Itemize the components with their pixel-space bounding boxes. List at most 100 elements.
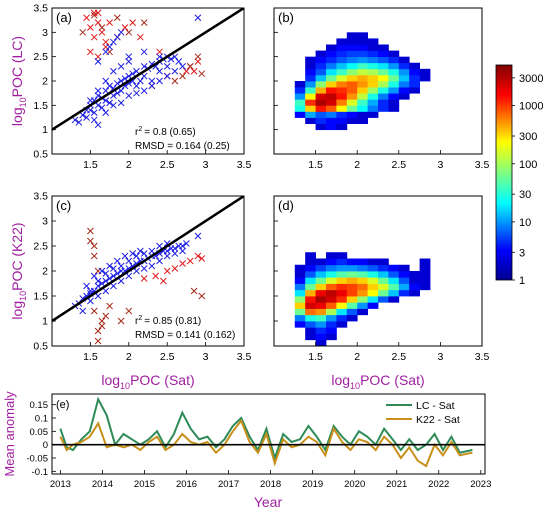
heatmap-cell [398,289,410,297]
x-tick-label: 2.5 [160,159,175,171]
heatmap-cell [315,271,327,278]
heatmap-cell [388,296,400,303]
heatmap-cell [315,50,327,58]
heatmap-cell [367,264,379,272]
panel-e-marks [52,396,485,468]
x-tick-label: 2023 [470,479,491,490]
panel-c-ylabel-sub: 10 [18,291,28,301]
heatmap-cell [357,117,368,124]
scatter-point-darkred [194,53,202,61]
x-tick-label: 2019 [302,479,323,490]
heatmap-cell [388,277,400,284]
panel-c-ylabel-prefix: log [9,301,25,320]
panel-e-label: (e) [56,399,69,411]
heatmap-cell [398,283,410,291]
scatter-point-darkred [98,317,106,325]
scatter-point-blue [171,245,179,252]
scatter-point-blue [106,99,113,107]
scatter-point-darkred [90,11,98,19]
scatter-point-blue [106,43,113,51]
scatter-point-blue [94,292,102,300]
scatter-point-red [98,28,106,36]
scatter-point-blue [102,77,110,85]
scatter-point-red [163,267,171,275]
scatter-point-blue [110,92,117,99]
heatmap-cell [357,302,368,309]
x-tick-label: 2015 [134,479,155,490]
heatmap-cell [357,258,368,266]
heatmap-cell [326,111,337,118]
scatter-point-blue [113,257,121,265]
scatter-point-blue [106,275,113,282]
heatmap-cell [378,50,389,58]
series-line-gold [59,418,473,468]
heatmap-cell [315,264,327,272]
colorbar-tick-label: 30 [519,189,531,201]
heatmap-cell [346,314,358,322]
panel-a-ylabel: log10POC (LC) [9,36,28,126]
scatter-point-red [179,260,186,267]
x-tick-label: 2016 [176,479,197,490]
heatmap-cell [305,271,316,278]
heatmap-cell [326,44,337,51]
scatter-point-blue [171,67,179,75]
x-tick-label: 2020 [344,479,365,490]
x-tick-label: 3.5 [237,159,252,171]
scatter-point-blue [121,252,129,260]
scatter-point-red [129,19,136,26]
scatter-point-blue [171,250,179,257]
heatmap-cell [357,50,368,58]
heatmap-cell [357,81,368,88]
heatmap-cell [326,81,337,88]
scatter-point-darkred [106,302,113,310]
scatter-point-red [152,272,160,280]
colorbar-tick-label: 300 [519,131,537,143]
panel-d: 1.5 2 2.5 3 3.5 (d) [273,195,489,363]
heatmap-cell [388,62,400,70]
panel-e: 2013 2014 2015 2016 2017 2018 2019 2020 2021 2022… [2,391,491,510]
panel-a-ylabel-sub: 10 [18,97,28,107]
y-tick-label: 2 [42,76,48,88]
heatmap-cell [367,283,379,291]
y-tick-label: 2.5 [33,51,48,63]
x-axis-label-right: log10POC (Sat) [331,372,424,391]
heatmap-cell [367,81,379,88]
heatmap-cell [346,56,358,64]
scatter-point-blue [90,272,98,280]
heatmap-cell [398,87,410,94]
heatmap-cell [315,258,327,266]
heatmap-cell [336,314,348,322]
x-tick-label: 2 [354,159,360,171]
panel-e-legend: LC - Sat K22 - Sat [386,400,460,426]
heatmap-cell [346,38,358,45]
heatmap-cell [357,277,368,284]
heatmap-cell [388,50,400,58]
heatmap-cell [326,123,337,131]
heatmap-cell [388,283,400,291]
heatmap-cell [294,277,306,284]
heatmap-cell [367,62,379,70]
heatmap-cell [378,105,389,112]
heatmap-cell [357,68,368,76]
panel-c-ylabel-suffix: POC (K22) [9,222,25,290]
y-tick-label: 0.1 [35,414,48,425]
heatmap-cell [315,68,327,76]
heatmap-cell [357,62,368,70]
panel-b-label: (b) [278,10,294,25]
one-to-one-line [52,196,244,323]
heatmap-cell [315,296,327,303]
scatter-point-red [121,24,129,31]
heatmap-cell [398,68,410,76]
heatmap-cell [315,289,327,297]
scatter-point-blue [94,58,102,65]
heatmap-cell [326,296,337,303]
x-tick-label: 3 [203,351,209,363]
scatter-point-blue [87,297,94,305]
scatter-point-darkred [171,77,179,85]
scatter-point-blue [110,272,117,280]
scatter-point-darkred [87,237,94,245]
heatmap-cell [346,117,358,124]
panel-e-frame [51,393,486,475]
scatter-point-blue [90,116,98,124]
scatter-point-darkred [87,227,94,235]
